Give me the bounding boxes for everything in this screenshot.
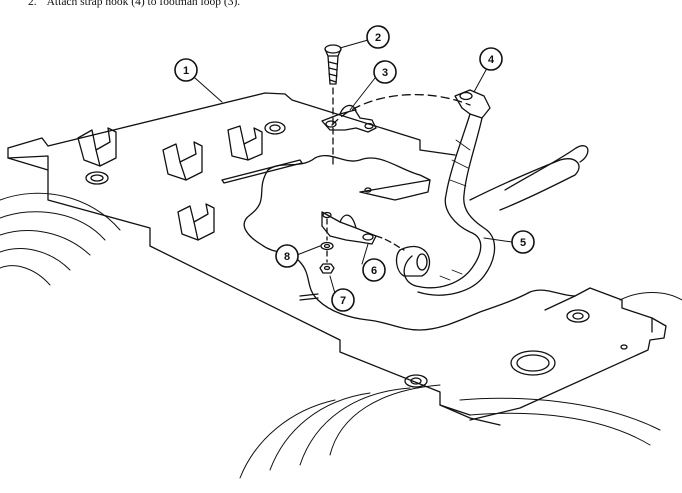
mounting-plate (7, 92, 667, 426)
instruction-text: 2. Attach strap hook (4) to footman loop … (28, 0, 240, 8)
callout-8: 8 (275, 244, 299, 268)
step-text: Attach strap hook (4) to footman loop (3… (46, 0, 241, 8)
svg-text:5: 5 (520, 237, 526, 249)
retaining-clips (77, 125, 263, 241)
strap-hook (454, 89, 491, 119)
footman-loop-bottom (319, 211, 377, 274)
callout-2: 2 (366, 25, 390, 49)
svg-text:3: 3 (382, 67, 388, 79)
callout-3: 3 (373, 60, 397, 84)
washer (320, 241, 334, 251)
grommets (85, 121, 628, 388)
callout-1: 1 (174, 58, 198, 82)
strap-assembly (331, 89, 589, 296)
nut (319, 263, 335, 274)
leader-lines (194, 39, 513, 298)
seat-frame-lines (0, 192, 682, 479)
screw (324, 44, 342, 167)
rod (221, 159, 319, 301)
footman-loop-top (321, 104, 377, 133)
svg-text:8: 8 (284, 251, 290, 263)
callout-5: 5 (511, 230, 535, 254)
callout-4: 4 (479, 47, 503, 71)
svg-text:2: 2 (375, 32, 381, 44)
svg-text:6: 6 (371, 265, 377, 277)
callout-6: 6 (362, 258, 386, 282)
step-number: 2. (28, 0, 37, 8)
svg-text:4: 4 (488, 54, 495, 66)
svg-text:1: 1 (183, 65, 189, 77)
callout-7: 7 (331, 288, 355, 312)
svg-text:7: 7 (340, 295, 346, 307)
